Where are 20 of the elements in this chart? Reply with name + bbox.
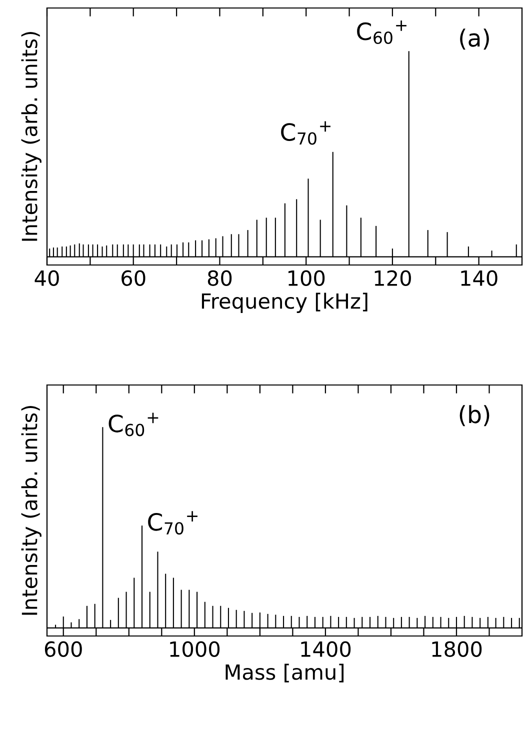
x-tick-label: 1400 — [301, 641, 351, 657]
annotation: C$_{70}$$^{+}$ — [148, 511, 198, 535]
x-axis-title: Mass [amu] — [226, 664, 344, 682]
annotation: C$_{60}$$^{+}$ — [357, 20, 406, 44]
annotation: C$_{60}$$^{+}$ — [108, 412, 158, 436]
x-tick-label: 140 — [461, 270, 498, 286]
text: (a) — [460, 28, 489, 50]
x-tick-label: 1800 — [432, 641, 482, 657]
text: (b) — [460, 405, 490, 426]
x-tick-label: 1000 — [170, 641, 220, 657]
x-tick-label: 80 — [208, 270, 232, 286]
annotation: C$_{70}$$^{+}$ — [281, 121, 330, 145]
x-tick-label: 120 — [374, 270, 411, 286]
y-axis-title: Intensity (arb. units) — [21, 406, 42, 615]
x-axis-title: Frequency [kHz] — [202, 292, 368, 313]
x-tick-label: 600 — [44, 641, 82, 657]
y-axis-title: Intensity (arb. units) — [21, 32, 42, 241]
x-tick-label: 40 — [34, 270, 59, 286]
x-tick-label: 100 — [288, 270, 325, 286]
x-tick-label: 60 — [122, 270, 146, 286]
